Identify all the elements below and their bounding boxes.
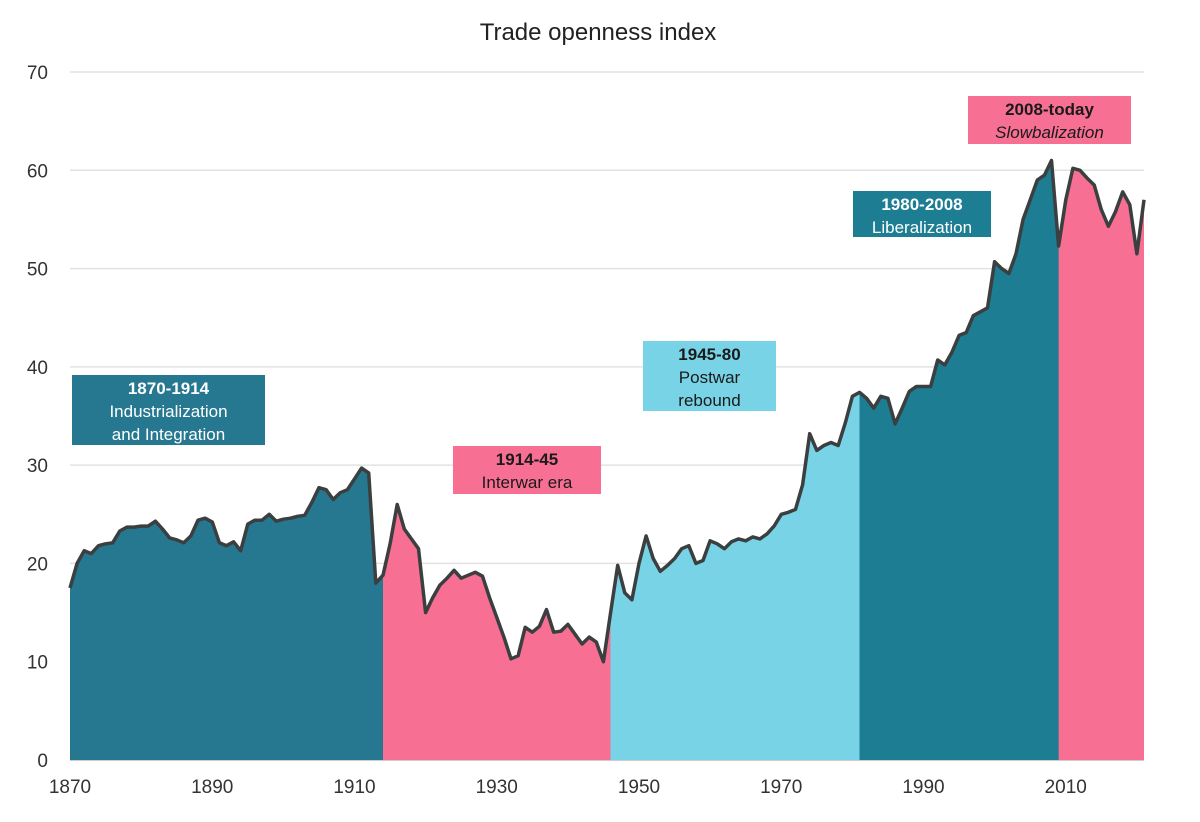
era-label-title: 1914-45 [496, 450, 558, 469]
x-tick-label: 1910 [333, 777, 375, 798]
era-label-title: 2008-today [1005, 100, 1094, 119]
era-label-title: 1945-80 [678, 345, 740, 364]
era-label-box [72, 375, 265, 445]
era-label-subtitle: Postwar [679, 368, 741, 387]
y-tick-label: 40 [27, 358, 48, 379]
era-area-liberalization [859, 160, 1060, 760]
y-tick-label: 0 [37, 751, 48, 772]
x-tick-label: 1970 [760, 777, 802, 798]
x-tick-label: 1950 [618, 777, 660, 798]
x-tick-label: 1870 [49, 777, 91, 798]
era-label-subtitle: Industrialization [109, 402, 227, 421]
era-label-box [853, 191, 991, 237]
x-tick-label: 1990 [902, 777, 944, 798]
series-line [68, 158, 1146, 664]
era-label-subtitle: Interwar era [482, 473, 573, 492]
era-label-subtitle: and Integration [112, 425, 225, 444]
x-tick-label: 1930 [476, 777, 518, 798]
era-label-liberalization: 1980-2008 Liberalization [853, 191, 991, 237]
era-area-slowbalization [1058, 168, 1144, 760]
y-tick-label: 30 [27, 456, 48, 477]
era-area-interwar [382, 504, 612, 760]
x-tick-label: 1890 [191, 777, 233, 798]
era-label-slowbalization: 2008-today Slowbalization [968, 96, 1131, 144]
era-label-subtitle: Slowbalization [995, 123, 1104, 142]
era-label-box [643, 341, 776, 411]
y-tick-label: 10 [27, 653, 48, 674]
era-label-industrialization: 1870-1914 Industrialization and Integratio… [72, 375, 265, 445]
era-label-subtitle: Liberalization [872, 218, 972, 237]
y-tick-label: 60 [27, 161, 48, 182]
era-label-box [968, 96, 1131, 144]
y-tick-label: 50 [27, 260, 48, 281]
chart-title: Trade openness index [480, 19, 717, 46]
era-label-title: 1980-2008 [881, 195, 962, 214]
era-area-postwar [610, 392, 860, 760]
era-label-box [453, 446, 601, 494]
era-label-interwar: 1914-45 Interwar era [453, 446, 601, 494]
x-tick-label: 2010 [1045, 777, 1087, 798]
y-tick-label: 20 [27, 554, 48, 575]
era-label-subtitle: rebound [678, 391, 740, 410]
era-area-industrialization [70, 468, 384, 760]
era-label-title: 1870-1914 [128, 379, 210, 398]
y-tick-label: 70 [27, 63, 48, 84]
era-label-postwar: 1945-80 Postwar rebound [643, 341, 776, 411]
